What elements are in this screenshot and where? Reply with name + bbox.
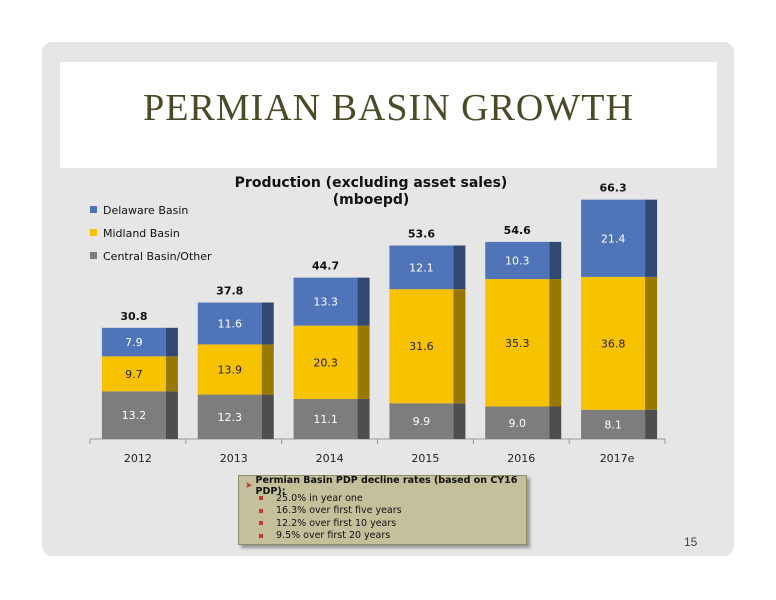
decline-rates-heading: ➤ Permian Basin PDP decline rates (based… (245, 475, 520, 497)
bar-segment-side (357, 325, 370, 399)
x-tick-label: 2012 (124, 452, 152, 465)
bar-segment (101, 391, 166, 439)
bar-segment-side (645, 409, 658, 439)
decline-rates-heading-text: Permian Basin PDP decline rates (based o… (255, 474, 518, 497)
bar-segment (101, 327, 166, 357)
bar-segment (389, 245, 454, 290)
bar-segment (581, 199, 646, 277)
bar-value-label: 8.1 (604, 418, 622, 431)
bar-segment (197, 302, 262, 345)
x-tick-label: 2017e (600, 452, 635, 465)
bar-segment (581, 276, 646, 410)
bar-value-label: 12.1 (409, 261, 434, 274)
slide-title: PERMIAN BASIN GROWTH (143, 87, 634, 129)
bar-segment-side (357, 398, 370, 439)
bar-segment-side (549, 406, 562, 439)
x-tick-label: 2014 (316, 452, 344, 465)
bar-segment-side (453, 403, 466, 439)
title-band: PERMIAN BASIN GROWTH (60, 62, 717, 168)
bar-segment (197, 394, 262, 439)
bar-value-label: 13.3 (313, 296, 338, 309)
bar-segment (293, 398, 358, 439)
arrow-bullet-icon: ➤ (245, 480, 253, 491)
bar-segment-side (165, 327, 178, 357)
decline-rate-text: 16.3% over first five years (276, 505, 402, 517)
bar-total-label: 66.3 (600, 182, 627, 195)
chart-title: (mboepd) (333, 192, 410, 208)
bar-segment (485, 241, 550, 280)
bar-segment (581, 409, 646, 439)
x-tick-label: 2015 (411, 452, 439, 465)
bar-value-label: 13.2 (122, 409, 147, 422)
bar-segment-side (261, 394, 274, 439)
bar-value-label: 9.0 (509, 417, 527, 430)
decline-rate-item: 12.2% over first 10 years (245, 517, 520, 530)
bar-value-label: 21.4 (601, 232, 626, 245)
bar-segment-side (261, 302, 274, 345)
bar-value-label: 11.6 (218, 317, 243, 330)
decline-rate-text: 12.2% over first 10 years (276, 517, 397, 529)
bar-value-label: 11.1 (313, 413, 338, 426)
bar-total-label: 44.7 (312, 260, 339, 273)
bar-segment-side (261, 344, 274, 395)
bar-segment (485, 406, 550, 439)
bar-value-label: 35.3 (505, 337, 530, 350)
bar-value-label: 9.7 (125, 368, 143, 381)
legend-label: Midland Basin (103, 227, 180, 240)
bar-segment-side (645, 276, 658, 410)
bar-segment (389, 403, 454, 439)
bar-value-label: 10.3 (505, 254, 530, 267)
page-number: 15 (684, 535, 698, 549)
legend-label: Central Basin/Other (103, 250, 212, 263)
square-bullet-icon (259, 496, 263, 501)
legend-swatch (90, 252, 97, 259)
decline-rate-item: 25.0% in year one (245, 492, 520, 505)
bar-value-label: 7.9 (125, 336, 143, 349)
bar-segment (197, 344, 262, 395)
decline-rate-text: 25.0% in year one (276, 492, 363, 504)
bar-total-label: 54.6 (504, 224, 531, 237)
square-bullet-icon (259, 521, 263, 526)
bar-segment-side (549, 279, 562, 407)
bar-value-label: 36.8 (601, 337, 626, 350)
chart-title: Production (excluding asset sales) (235, 175, 508, 191)
x-tick-label: 2016 (507, 452, 535, 465)
bar-total-label: 30.8 (120, 310, 147, 323)
bar-value-label: 20.3 (313, 356, 338, 369)
bar-total-label: 37.8 (216, 285, 243, 298)
bar-segment-side (453, 289, 466, 404)
x-tick-label: 2013 (220, 452, 248, 465)
bar-segment (389, 289, 454, 404)
legend-swatch (90, 229, 97, 236)
bar-value-label: 31.6 (409, 340, 434, 353)
decline-rates-box: ➤ Permian Basin PDP decline rates (based… (238, 475, 527, 545)
bar-segment (293, 277, 358, 326)
bar-value-label: 12.3 (218, 411, 243, 424)
bar-segment-side (357, 277, 370, 326)
bar-value-label: 9.9 (413, 415, 431, 428)
legend-label: Delaware Basin (103, 204, 188, 217)
legend-swatch (90, 206, 97, 213)
bar-value-label: 13.9 (218, 364, 243, 377)
bar-segment-side (165, 356, 178, 392)
bar-segment-side (645, 199, 658, 277)
bar-total-label: 53.6 (408, 228, 435, 241)
bar-segment-side (165, 391, 178, 439)
bar-segment-side (549, 241, 562, 280)
square-bullet-icon (259, 508, 263, 513)
decline-rate-item: 9.5% over first 20 years (245, 530, 520, 543)
bar-segment (101, 356, 166, 392)
bar-segment-side (453, 245, 466, 290)
bar-segment (485, 279, 550, 407)
bar-segment (293, 325, 358, 399)
square-bullet-icon (259, 533, 263, 538)
decline-rate-text: 9.5% over first 20 years (276, 530, 391, 542)
decline-rate-item: 16.3% over first five years (245, 505, 520, 518)
